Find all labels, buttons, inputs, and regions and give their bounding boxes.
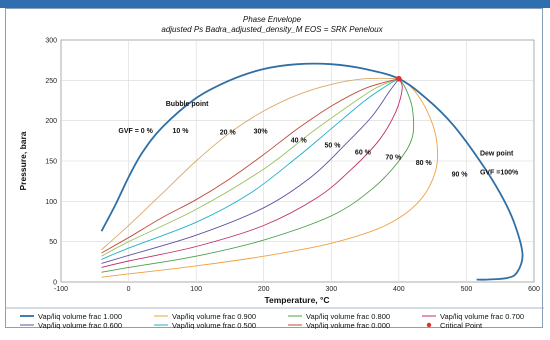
series-line <box>101 78 400 254</box>
annotation-label: 10 % <box>172 128 189 135</box>
y-tick-label: 50 <box>49 239 57 246</box>
annotation-label: 90 % <box>452 171 469 178</box>
series-line <box>101 78 415 273</box>
series-line <box>101 77 399 251</box>
series-line <box>100 62 524 281</box>
legend-label: Vap/liq volume frac 0.800 <box>306 312 390 321</box>
annotation-label: 70 % <box>385 154 402 161</box>
top-strip <box>0 0 550 8</box>
annotation-label: 40 % <box>291 137 308 144</box>
annotation-label: GVF = 0 % <box>118 128 153 135</box>
x-tick-label: 600 <box>528 286 540 293</box>
x-tick-label: 0 <box>127 286 131 293</box>
legend-label: Vap/liq volume frac 0.700 <box>440 312 524 321</box>
series-line <box>101 78 439 278</box>
y-tick-label: 300 <box>45 38 57 45</box>
chart-title: Phase Envelope <box>243 15 302 24</box>
annotation-label: Dew point <box>480 150 514 157</box>
y-tick-label: 200 <box>45 118 57 125</box>
annotation-label: Bubble point <box>166 101 209 108</box>
x-tick-label: 500 <box>461 286 473 293</box>
legend-label: Vap/liq volume frac 0.000 <box>306 321 390 329</box>
annotation-label: 60 % <box>355 150 372 157</box>
series-line <box>101 78 400 260</box>
legend-label: Critical Point <box>440 321 483 329</box>
y-tick-label: 250 <box>45 78 57 85</box>
legend-label: Vap/liq volume frac 0.600 <box>38 321 122 329</box>
annotation-layer: Bubble point GVF = 0 % 10 % 20 % 30% 40 % 50 %… <box>118 101 519 178</box>
legend-label: Vap/liq volume frac 0.500 <box>172 321 256 329</box>
annotation-label: GVF =100% <box>480 170 519 177</box>
critical-point-marker <box>396 75 402 82</box>
series-line <box>101 78 400 264</box>
legend-label: Vap/liq volume frac 1.000 <box>38 312 122 321</box>
chart-frame: Phase Envelope adjusted Ps Badra_adjuste… <box>5 8 544 329</box>
chart-subtitle: adjusted Ps Badra_adjusted_density_M EOS… <box>161 25 383 34</box>
y-tick-label: 100 <box>45 199 57 206</box>
x-tick-label: 200 <box>258 286 270 293</box>
x-tick-label: -100 <box>54 286 68 293</box>
phase-envelope-chart: Phase Envelope adjusted Ps Badra_adjuste… <box>6 15 544 329</box>
annotation-label: 50 % <box>325 142 342 149</box>
tick-layer: -100 0 100 200 300 400 500 60005010015020025030… <box>45 38 540 294</box>
series-line <box>101 78 400 257</box>
x-axis-title: Temperature, °C <box>264 295 329 305</box>
annotation-label: 20 % <box>220 129 237 136</box>
legend-label: Vap/liq volume frac 0.900 <box>172 312 256 321</box>
x-tick-label: 400 <box>393 286 405 293</box>
series-layer <box>100 62 524 281</box>
series-line <box>101 78 403 268</box>
y-tick-label: 0 <box>53 280 57 287</box>
y-axis-title: Pressure, bara <box>18 131 28 190</box>
y-tick-label: 150 <box>45 159 57 166</box>
legend: Vap/liq volume frac 1.000 Vap/liq volume … <box>20 312 524 329</box>
x-tick-label: 300 <box>325 286 337 293</box>
annotation-label: 30% <box>254 129 269 136</box>
annotation-label: 80 % <box>416 160 433 167</box>
legend-swatch <box>426 322 432 328</box>
x-tick-label: 100 <box>190 286 202 293</box>
